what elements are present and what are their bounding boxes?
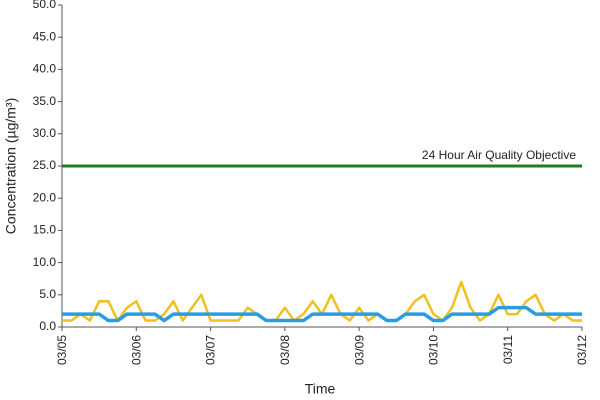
y-tick-label: 25.0: [33, 158, 57, 172]
y-tick-label: 35.0: [33, 94, 57, 108]
y-tick-label: 30.0: [33, 126, 57, 140]
y-tick-label: 45.0: [33, 29, 57, 43]
x-axis-title: Time: [305, 381, 336, 397]
y-tick-label: 20.0: [33, 190, 57, 204]
objective-label: 24 Hour Air Quality Objective: [422, 148, 576, 162]
y-tick-label: 40.0: [33, 62, 57, 76]
y-tick-label: 15.0: [33, 223, 57, 237]
x-tick-label: 03/06: [129, 335, 143, 365]
y-axis-title: Concentration (µg/m³): [3, 98, 19, 234]
x-tick-label: 03/09: [352, 335, 366, 365]
y-tick-label: 50.0: [33, 0, 57, 11]
y-tick-label: 10.0: [33, 255, 57, 269]
x-tick-label: 03/05: [55, 335, 69, 365]
series-line: [62, 305, 582, 323]
x-tick-label: 03/08: [278, 335, 292, 365]
y-tick-label: 0.0: [39, 319, 56, 333]
y-tick-label: 5.0: [39, 287, 56, 301]
x-tick-label: 03/07: [204, 335, 218, 365]
x-tick-label: 03/11: [501, 335, 515, 364]
x-tick-label: 03/12: [575, 335, 589, 365]
x-tick-label: 03/10: [427, 335, 441, 365]
